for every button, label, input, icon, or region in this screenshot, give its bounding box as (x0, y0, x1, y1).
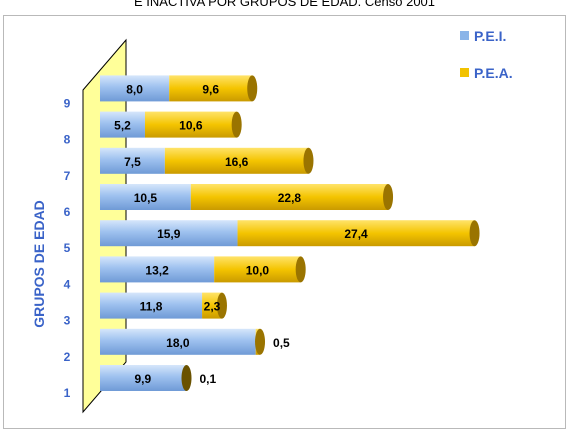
data-label-pea-4: 10,0 (246, 263, 270, 277)
bar-cap-5 (469, 220, 480, 247)
data-label-pei-1: 9,9 (134, 372, 151, 386)
data-label-pei-4: 13,2 (145, 263, 169, 277)
bar-cap-8 (231, 111, 242, 138)
bar-pea-6 (190, 184, 389, 210)
bar-pei-6 (100, 184, 191, 210)
bar-pei-7 (100, 147, 165, 174)
y-axis-title: GRUPOS DE EDAD (31, 200, 47, 328)
bar-pei-4 (100, 256, 215, 283)
y-tick-label-3: 3 (64, 314, 71, 328)
labels-group: 1 9,9 0,1 2 18,0 0,5 3 11,8 2,3 4 13,2 10,0 5 15,9 27,… (64, 82, 368, 400)
bar-pea-8 (144, 111, 237, 138)
bar-pei-1 (100, 365, 186, 391)
bars-group (100, 75, 480, 391)
data-label-pea-9: 9,6 (202, 82, 219, 96)
chart-title: E INACTIVA POR GRUPOS DE EDAD. Censo 200… (133, 0, 436, 9)
data-label-pei-8: 5,2 (114, 119, 131, 133)
bar-pei-2 (100, 328, 256, 355)
data-label-pea-8: 10,6 (179, 119, 203, 133)
bar-pea-4 (214, 256, 301, 283)
bar-pea-5 (237, 220, 475, 247)
bar-pei-9 (100, 75, 170, 102)
bar-pei-5 (100, 220, 238, 247)
bar-pea-7 (164, 147, 309, 174)
y-tick-label-5: 5 (64, 241, 71, 255)
legend-label-pei: P.E.I. (474, 28, 506, 44)
y-tick-label-7: 7 (64, 169, 71, 183)
data-label-pei-6: 10,5 (134, 191, 158, 205)
data-label-pea-2: 0,5 (273, 336, 290, 350)
bar-cap-7 (303, 147, 314, 174)
y-tick-label-4: 4 (64, 277, 71, 291)
bar-cap-6 (383, 184, 394, 210)
plot-frame (3, 15, 566, 429)
bar-pea-3 (202, 292, 222, 319)
bar-cap-1 (181, 365, 192, 391)
bar-cap-9 (247, 75, 258, 102)
bar-pei-8 (100, 111, 145, 138)
legend-swatch-pei (460, 31, 469, 40)
data-label-pea-6: 22,8 (278, 191, 302, 205)
y-tick-label-9: 9 (64, 96, 71, 110)
y-tick-label-6: 6 (64, 205, 71, 219)
bar-cap-3 (216, 292, 227, 319)
data-label-pea-1: 0,1 (200, 372, 217, 386)
legend: P.E.I. P.E.A. (460, 28, 513, 81)
data-label-pei-7: 7,5 (124, 155, 141, 169)
data-label-pei-5: 15,9 (157, 227, 181, 241)
bar-cap-4 (295, 256, 306, 283)
bar-pea-9 (169, 75, 253, 102)
legend-label-pea: P.E.A. (474, 65, 513, 81)
legend-swatch-pea (460, 68, 469, 77)
bar-cap-2 (255, 328, 266, 355)
data-label-pea-3: 2,3 (204, 300, 221, 314)
data-label-pei-2: 18,0 (166, 336, 190, 350)
y-tick-label-8: 8 (64, 133, 71, 147)
data-label-pei-3: 11,8 (140, 300, 163, 314)
data-label-pea-7: 16,6 (225, 155, 249, 169)
bar-pei-3 (100, 292, 203, 319)
data-label-pei-9: 8,0 (126, 82, 143, 96)
y-tick-label-2: 2 (64, 350, 71, 364)
y-tick-label-1: 1 (64, 386, 71, 400)
data-label-pea-5: 27,4 (344, 227, 368, 241)
